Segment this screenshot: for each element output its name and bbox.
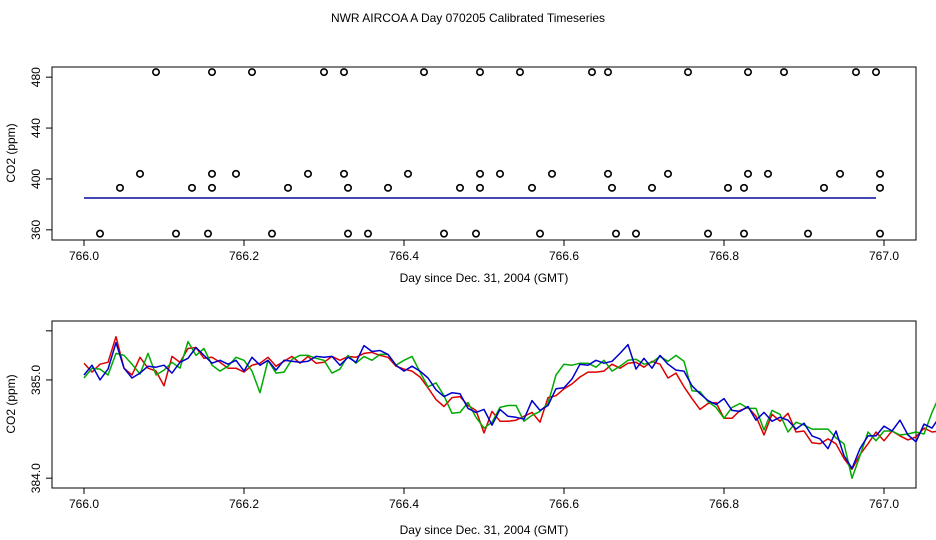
x-tick-label: 766.0: [69, 497, 99, 511]
outlier-point: [611, 229, 620, 238]
outlier-point: [779, 68, 788, 77]
outlier-point: [875, 229, 884, 238]
outlier-point: [339, 169, 348, 178]
bottom-x-axis-title: Day since Dec. 31, 2004 (GMT): [400, 523, 569, 537]
top-plot-frame: [51, 66, 917, 241]
x-tick-label: 766.0: [69, 249, 99, 263]
outlier-point: [763, 169, 772, 178]
top-x-axis: 766.0 766.2 766.4 766.6 766.8 767.0: [69, 240, 899, 263]
outlier-point: [439, 229, 448, 238]
outlier-point: [471, 229, 480, 238]
series-line-green: [83, 340, 936, 479]
x-tick-label: 766.2: [229, 497, 259, 511]
x-tick-label: 766.8: [709, 249, 739, 263]
outlier-point: [363, 229, 372, 238]
series-line-blue: [83, 341, 936, 470]
outlier-point: [803, 229, 812, 238]
outlier-point: [343, 229, 352, 238]
bottom-y-axis: 384.0 385.0: [29, 330, 52, 493]
bottom-panel: 766.0 766.2 766.4 766.6 766.8 767.0 384.0 385.…: [4, 320, 936, 537]
x-tick-label: 766.6: [549, 497, 579, 511]
outlier-point: [535, 229, 544, 238]
outlier-point: [475, 183, 484, 192]
outlier-point: [267, 229, 276, 238]
outlier-point: [475, 68, 484, 77]
outlier-point: [475, 169, 484, 178]
outlier-point: [515, 68, 524, 77]
x-tick-label: 766.2: [229, 249, 259, 263]
outlier-point: [403, 169, 412, 178]
outlier-point: [603, 169, 612, 178]
y-tick-label: 440: [29, 118, 43, 138]
outlier-point: [647, 183, 656, 192]
outlier-point: [607, 183, 616, 192]
outlier-point: [303, 169, 312, 178]
outlier-point: [871, 68, 880, 77]
y-tick-label: 384.0: [29, 463, 43, 493]
y-tick-label: 385.0: [29, 365, 43, 395]
outlier-point: [116, 183, 125, 192]
outlier-point: [172, 229, 181, 238]
outlier-point: [204, 229, 213, 238]
outlier-point: [663, 169, 672, 178]
top-y-axis-title: CO2 (ppm): [4, 123, 18, 182]
y-tick-label: 360: [29, 219, 43, 239]
top-x-axis-title: Day since Dec. 31, 2004 (GMT): [400, 271, 569, 285]
outlier-point: [419, 68, 428, 77]
series-line-red: [83, 335, 936, 471]
outlier-point: [603, 68, 612, 77]
bottom-plot-frame: [51, 320, 917, 489]
outlier-point: [208, 183, 217, 192]
outlier-point: [743, 169, 752, 178]
outlier-point: [455, 183, 464, 192]
outlier-point: [527, 183, 536, 192]
outlier-point: [136, 169, 145, 178]
outlier-point: [739, 229, 748, 238]
outlier-point: [683, 68, 692, 77]
bottom-x-axis: 766.0 766.2 766.4 766.6 766.8 767.0: [69, 488, 899, 511]
outlier-point: [587, 68, 596, 77]
outlier-point: [343, 183, 352, 192]
outlier-point: [248, 68, 257, 77]
outlier-point: [208, 169, 217, 178]
outlier-point: [547, 169, 556, 178]
outlier-point: [319, 68, 328, 77]
y-tick-label: 480: [29, 67, 43, 87]
outlier-point: [383, 183, 392, 192]
outlier-point: [631, 229, 640, 238]
y-tick-label: 400: [29, 169, 43, 189]
top-outlier-points: [96, 68, 884, 238]
outlier-point: [739, 183, 748, 192]
top-y-axis: 360 400 440 480: [29, 67, 52, 240]
x-tick-label: 767.0: [869, 249, 899, 263]
outlier-point: [283, 183, 292, 192]
bottom-y-axis-title: CO2 (ppm): [4, 374, 18, 433]
outlier-point: [875, 169, 884, 178]
outlier-point: [851, 68, 860, 77]
outlier-point: [875, 183, 884, 192]
outlier-point: [339, 68, 348, 77]
outlier-point: [188, 183, 197, 192]
x-tick-label: 766.4: [389, 249, 419, 263]
top-panel: 766.0 766.2 766.4 766.6 766.8 767.0 360 400 440…: [4, 66, 917, 285]
x-tick-label: 766.8: [709, 497, 739, 511]
outlier-point: [743, 68, 752, 77]
outlier-point: [152, 68, 161, 77]
outlier-point: [208, 68, 217, 77]
outlier-point: [819, 183, 828, 192]
outlier-point: [232, 169, 241, 178]
outlier-point: [723, 183, 732, 192]
outlier-point: [703, 229, 712, 238]
bottom-series-lines: [83, 335, 936, 479]
outlier-point: [96, 229, 105, 238]
outlier-point: [835, 169, 844, 178]
outlier-point: [495, 169, 504, 178]
x-tick-label: 766.6: [549, 249, 579, 263]
x-tick-label: 766.4: [389, 497, 419, 511]
chart-title: NWR AIRCOA A Day 070205 Calibrated Times…: [331, 11, 605, 25]
x-tick-label: 767.0: [869, 497, 899, 511]
